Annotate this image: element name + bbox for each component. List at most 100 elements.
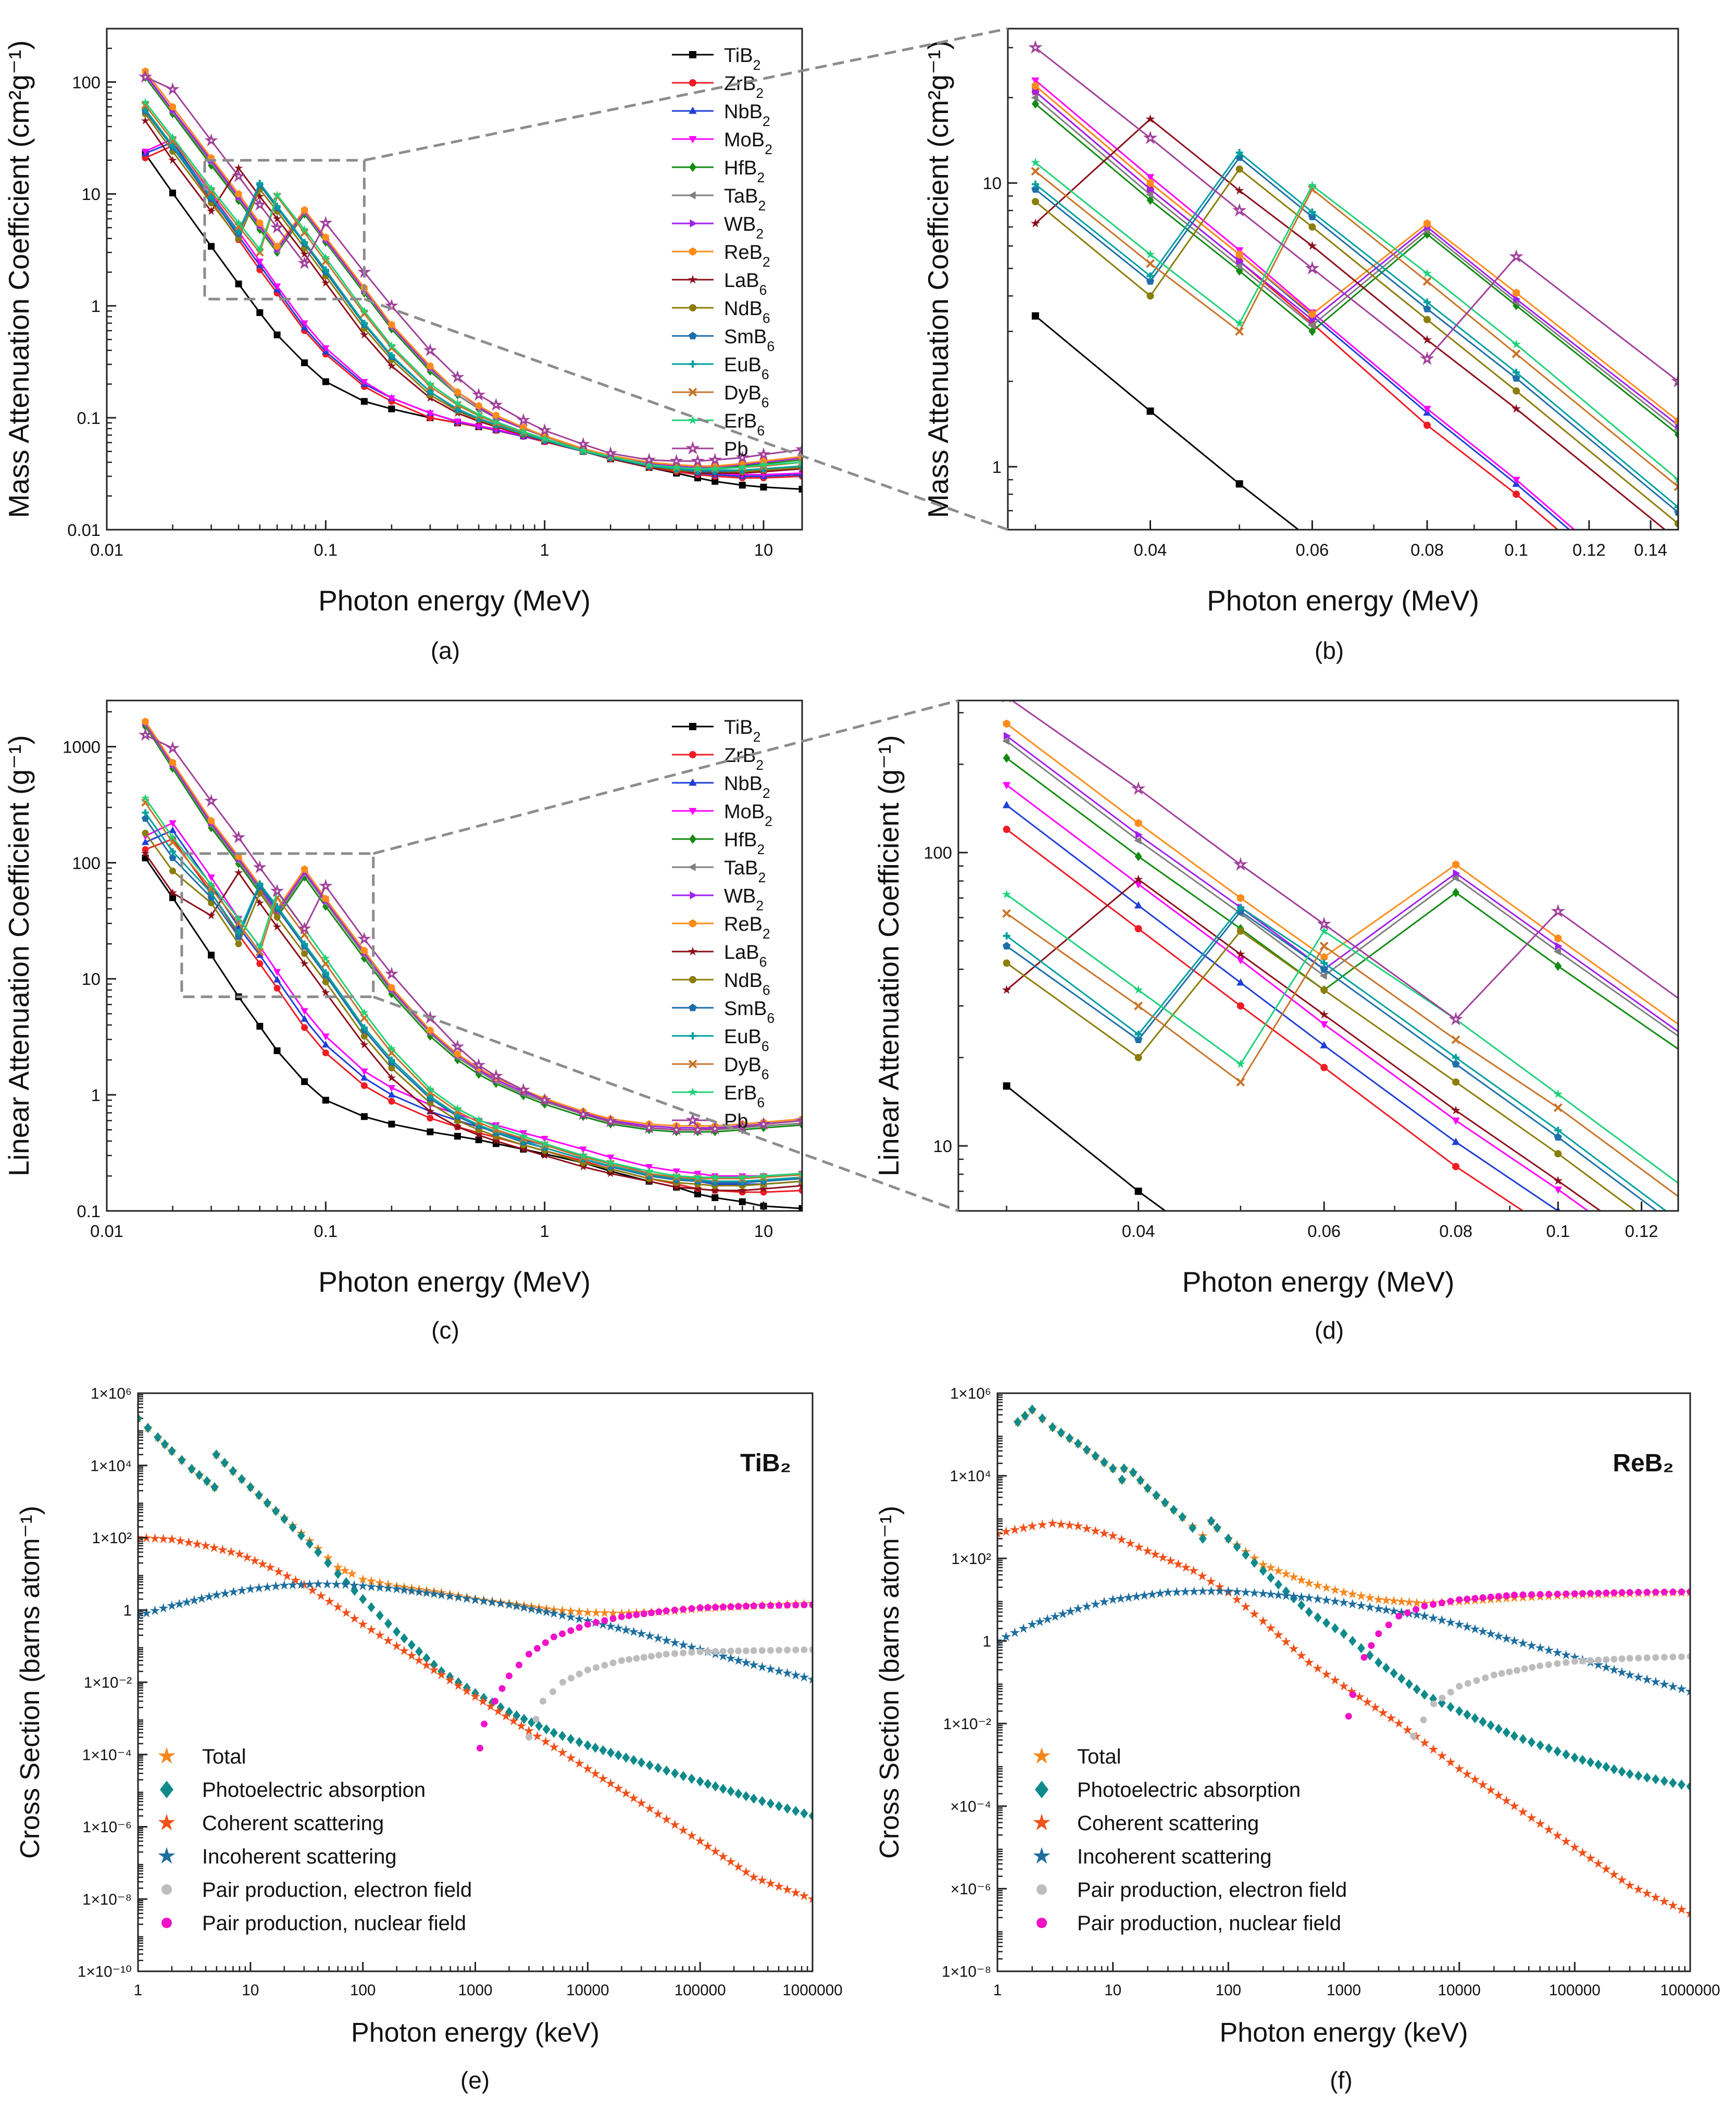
data-point-coherent-scattering bbox=[316, 1591, 326, 1600]
data-point-Pb bbox=[795, 1113, 802, 1127]
data-point-WB2 bbox=[1032, 87, 1040, 96]
data-point-LaB6 bbox=[1673, 535, 1683, 544]
legend-marker-WB2 bbox=[690, 891, 697, 899]
data-point-photoelectric-absorption bbox=[607, 1747, 615, 1758]
data-point-incoherent-scattering bbox=[1304, 1593, 1314, 1603]
legend-label-EuB6: EuB6 bbox=[724, 1026, 769, 1054]
data-point-Pb bbox=[451, 370, 465, 383]
data-point-pair-production-nuclear-field bbox=[1528, 1591, 1535, 1598]
data-point-SmB6 bbox=[1320, 965, 1328, 973]
data-point-coherent-scattering bbox=[1577, 1847, 1588, 1857]
data-point-coherent-scattering bbox=[1509, 1800, 1520, 1810]
data-point-NdB6 bbox=[1554, 1150, 1562, 1158]
data-point-ErB6 bbox=[759, 1171, 768, 1180]
legend-marker-MoB2 bbox=[689, 136, 697, 144]
data-point-photoelectric-absorption bbox=[766, 1798, 775, 1809]
data-point-pair-production-electron-field bbox=[1439, 1694, 1446, 1702]
y-axis-title: Mass Attenuation Coefficient (cm²g⁻¹) bbox=[3, 40, 35, 518]
data-point-photoelectric-absorption bbox=[1502, 1727, 1510, 1738]
data-point-pair-production-electron-field bbox=[1545, 1661, 1552, 1668]
data-point-photoelectric-absorption bbox=[663, 1765, 671, 1776]
data-point-LaB6 bbox=[1307, 241, 1317, 250]
data-point-WB2 bbox=[1237, 257, 1244, 266]
data-point-photoelectric-absorption bbox=[1038, 1413, 1046, 1424]
data-point-photoelectric-absorption bbox=[1652, 1774, 1660, 1785]
data-point-coherent-scattering bbox=[532, 1731, 543, 1741]
data-point-coherent-scattering bbox=[1386, 1712, 1396, 1723]
data-point-DyB6 bbox=[255, 248, 264, 257]
data-point-incoherent-scattering bbox=[228, 1586, 239, 1596]
data-point-incoherent-scattering bbox=[304, 1579, 315, 1589]
data-point-LaB6 bbox=[255, 898, 265, 907]
y-tick-label: 100 bbox=[72, 72, 101, 92]
data-point-LaB6 bbox=[1451, 1105, 1461, 1115]
data-point-MoB2 bbox=[273, 283, 281, 291]
data-point-coherent-scattering bbox=[1082, 1523, 1092, 1533]
data-point-incoherent-scattering bbox=[1454, 1619, 1465, 1629]
data-point-photoelectric-absorption bbox=[1100, 1457, 1108, 1468]
data-point-coherent-scattering bbox=[249, 1555, 260, 1566]
data-point-coherent-scattering bbox=[1281, 1636, 1291, 1646]
data-point-incoherent-scattering bbox=[629, 1627, 639, 1636]
data-point-ReB2 bbox=[388, 320, 395, 329]
data-point-total bbox=[1356, 1591, 1366, 1600]
data-point-LaB6 bbox=[1002, 985, 1011, 994]
data-point-pair-production-nuclear-field bbox=[476, 1745, 483, 1752]
x-tick-label: 100000 bbox=[1549, 1982, 1601, 1999]
data-point-pair-production-electron-field bbox=[750, 1647, 757, 1654]
data-point-pair-production-nuclear-field bbox=[593, 1619, 600, 1626]
legend-marker-TiB2 bbox=[689, 51, 696, 58]
data-point-pair-production-electron-field bbox=[801, 1646, 808, 1654]
series-line-WB2 bbox=[1006, 735, 1678, 1033]
legend-marker-HfB2 bbox=[689, 162, 696, 172]
legend-label-LaB6: LaB6 bbox=[724, 270, 767, 298]
data-point-ErB6 bbox=[321, 253, 330, 261]
data-point-photoelectric-absorption bbox=[430, 1659, 438, 1670]
data-point-pair-production-electron-field bbox=[1506, 1668, 1513, 1675]
data-point-coherent-scattering bbox=[257, 1559, 268, 1569]
data-point-SmB6 bbox=[1134, 1035, 1143, 1043]
data-point-pair-production-nuclear-field bbox=[533, 1645, 541, 1652]
data-point-coherent-scattering bbox=[748, 1872, 759, 1882]
data-point-photoelectric-absorption bbox=[527, 1717, 535, 1728]
data-point-incoherent-scattering bbox=[1090, 1599, 1101, 1609]
data-point-photoelectric-absorption bbox=[246, 1482, 255, 1493]
data-point-coherent-scattering bbox=[726, 1856, 736, 1866]
plot-area-c bbox=[138, 717, 802, 1211]
data-point-ErB6 bbox=[759, 460, 768, 469]
data-point-incoherent-scattering bbox=[670, 1637, 680, 1647]
data-point-HfB2 bbox=[1452, 887, 1460, 897]
data-point-ReB2 bbox=[1513, 289, 1520, 297]
data-point-photoelectric-absorption bbox=[1618, 1766, 1626, 1777]
data-point-photoelectric-absorption bbox=[775, 1801, 783, 1811]
data-point-ReB2 bbox=[256, 219, 264, 227]
data-point-coherent-scattering bbox=[582, 1764, 593, 1773]
data-point-photoelectric-absorption bbox=[711, 1781, 720, 1792]
data-point-coherent-scattering bbox=[307, 1585, 318, 1595]
data-point-ErB6 bbox=[426, 1084, 435, 1093]
data-point-photoelectric-absorption bbox=[630, 1755, 638, 1766]
data-point-LaB6 bbox=[710, 1186, 720, 1194]
data-point-photoelectric-absorption bbox=[622, 1752, 630, 1763]
data-point-incoherent-scattering bbox=[1339, 1597, 1349, 1607]
y-tick-label: 1 bbox=[983, 1633, 991, 1650]
data-point-incoherent-scattering bbox=[1561, 1649, 1571, 1659]
data-point-pair-production-electron-field bbox=[1678, 1653, 1685, 1660]
data-point-pair-production-nuclear-field bbox=[1635, 1589, 1642, 1596]
data-point-pair-production-electron-field bbox=[648, 1653, 655, 1660]
legend-label: Incoherent scattering bbox=[202, 1845, 397, 1868]
data-point-Pb bbox=[138, 69, 153, 83]
data-point-TiB2 bbox=[739, 481, 746, 489]
data-point-ErB6 bbox=[693, 1172, 702, 1181]
data-point-HfB2 bbox=[454, 1055, 461, 1065]
data-point-Pb bbox=[423, 343, 437, 357]
data-point-ReB2 bbox=[492, 411, 499, 420]
data-point-incoherent-scattering bbox=[1365, 1602, 1375, 1612]
data-point-MoB2 bbox=[475, 423, 483, 430]
data-point-incoherent-scattering bbox=[1445, 1617, 1456, 1627]
data-point-incoherent-scattering bbox=[1001, 1631, 1011, 1641]
legend-label-EuB6: EuB6 bbox=[724, 354, 769, 382]
data-point-HfB2 bbox=[1675, 430, 1678, 440]
data-point-coherent-scattering bbox=[341, 1607, 352, 1617]
data-point-coherent-scattering bbox=[1165, 1556, 1176, 1566]
